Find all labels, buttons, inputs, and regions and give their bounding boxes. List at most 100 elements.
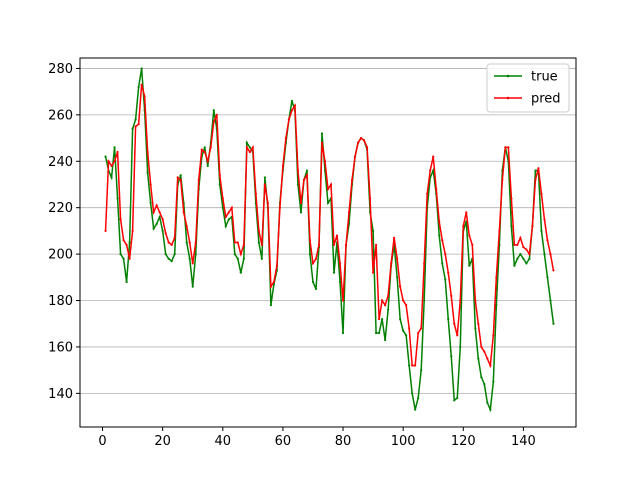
point-pred-84 — [356, 141, 360, 144]
point-true-140 — [525, 262, 528, 265]
x-tick-label-100: 100 — [391, 434, 416, 449]
point-pred-125 — [480, 345, 483, 349]
y-tick-label-160: 160 — [48, 340, 73, 355]
point-pred-55 — [269, 285, 272, 288]
x-tick-label-140: 140 — [511, 434, 536, 449]
point-true-27 — [185, 241, 188, 244]
point-pred-143 — [534, 178, 537, 181]
point-pred-8 — [128, 257, 131, 260]
series-line-true — [104, 68, 555, 413]
point-pred-54 — [266, 201, 269, 205]
point-pred-107 — [426, 192, 429, 195]
y-tick-label-240: 240 — [48, 155, 73, 170]
point-pred-49 — [251, 146, 254, 149]
point-pred-23 — [173, 236, 176, 239]
point-pred-14 — [146, 150, 149, 154]
point-true-9 — [131, 127, 134, 130]
point-pred-1 — [107, 160, 110, 163]
point-pred-96 — [393, 236, 396, 239]
point-pred-137 — [516, 243, 519, 246]
point-true-18 — [158, 215, 161, 219]
point-true-74 — [326, 201, 330, 205]
point-true-128 — [489, 408, 492, 411]
point-pred-105 — [420, 327, 423, 330]
point-pred-94 — [387, 294, 390, 297]
point-pred-56 — [272, 280, 275, 284]
point-true-48 — [248, 146, 251, 149]
point-true-16 — [152, 227, 155, 230]
point-pred-126 — [483, 350, 486, 353]
point-pred-98 — [399, 285, 402, 288]
point-pred-15 — [149, 183, 152, 186]
point-true-33 — [203, 146, 206, 149]
point-true-114 — [447, 317, 450, 321]
point-pred-142 — [531, 225, 534, 228]
point-true-44 — [236, 257, 239, 260]
point-pred-133 — [504, 146, 507, 149]
point-true-21 — [167, 257, 170, 260]
plot-area-frame — [79, 57, 577, 428]
point-pred-68 — [308, 239, 312, 242]
point-true-10 — [134, 118, 137, 121]
point-pred-87 — [365, 146, 369, 149]
point-true-139 — [522, 257, 525, 260]
point-true-104 — [417, 396, 420, 400]
point-true-5 — [119, 253, 122, 256]
point-true-12 — [140, 67, 143, 70]
point-true-93 — [384, 338, 387, 342]
y-axis-ticks: 140 160 180 200 220 240 260 280 — [48, 62, 80, 402]
point-pred-97 — [396, 257, 399, 260]
point-pred-65 — [299, 201, 303, 205]
point-pred-0 — [104, 229, 107, 232]
point-pred-17 — [155, 204, 158, 207]
point-pred-25 — [179, 178, 182, 181]
x-axis-ticks: 0 20 40 60 80 100 120 140 — [98, 427, 536, 449]
point-pred-74 — [326, 188, 330, 191]
point-pred-67 — [305, 174, 309, 177]
point-pred-43 — [233, 241, 236, 244]
point-true-36 — [212, 109, 215, 112]
point-pred-42 — [230, 206, 233, 209]
point-pred-86 — [362, 139, 366, 142]
point-pred-79 — [341, 299, 345, 302]
y-tick-label-140: 140 — [48, 387, 73, 402]
point-true-15 — [149, 201, 152, 205]
point-true-43 — [233, 253, 236, 256]
point-true-141 — [528, 257, 531, 260]
point-true-94 — [387, 308, 390, 311]
point-true-23 — [173, 253, 176, 256]
point-pred-81 — [347, 211, 351, 214]
point-pred-30 — [194, 241, 197, 244]
point-true-46 — [242, 257, 245, 260]
point-pred-41 — [227, 211, 230, 214]
point-pred-140 — [525, 248, 528, 251]
point-pred-48 — [248, 150, 251, 154]
point-pred-3 — [113, 160, 116, 163]
point-pred-109 — [432, 155, 435, 158]
point-true-105 — [420, 369, 423, 372]
point-true-40 — [224, 225, 227, 228]
point-pred-61 — [287, 118, 291, 121]
point-pred-111 — [438, 220, 441, 223]
point-true-68 — [308, 253, 312, 256]
point-pred-7 — [125, 243, 128, 246]
point-pred-106 — [423, 262, 426, 265]
point-pred-16 — [152, 211, 155, 214]
point-pred-10 — [134, 125, 137, 128]
point-pred-127 — [486, 357, 489, 360]
point-pred-95 — [390, 262, 393, 265]
point-true-11 — [137, 85, 140, 89]
point-pred-89 — [371, 271, 375, 274]
point-true-67 — [305, 169, 309, 172]
point-pred-45 — [239, 253, 242, 256]
point-true-136 — [513, 264, 516, 267]
point-pred-116 — [453, 322, 456, 325]
point-pred-22 — [170, 243, 173, 246]
point-pred-31 — [197, 178, 200, 181]
point-true-143 — [534, 169, 537, 172]
point-true-125 — [480, 376, 483, 379]
point-pred-71 — [317, 243, 321, 246]
y-tick-label-280: 280 — [48, 62, 73, 77]
point-pred-47 — [245, 146, 248, 149]
point-pred-40 — [224, 215, 227, 219]
